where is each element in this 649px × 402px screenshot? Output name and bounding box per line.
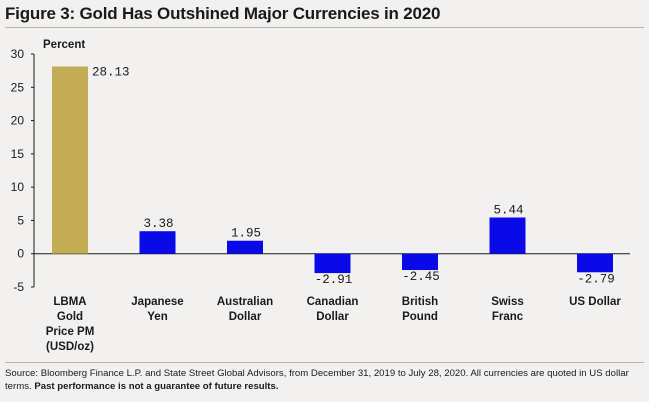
source-text: Source: Bloomberg Finance L.P. and State… [5,368,629,392]
category-label: Canadian [307,296,359,308]
category-label: Australian [217,296,273,308]
bar [314,253,351,274]
category-label: Swiss [491,296,524,308]
y-tick-label: 15 [11,147,25,161]
category-label: Yen [147,311,167,323]
y-tick-label: 25 [11,80,25,94]
chart-title: Figure 3: Gold Has Outshined Major Curre… [5,4,441,23]
y-tick-label: -5 [13,280,24,294]
category-label: Gold [57,311,83,323]
bar [577,253,613,273]
bar-chart: Percent 30 25 20 15 10 5 0 -5 28.13 LBMA Gold Price … [11,39,630,353]
data-label: 3.38 [143,217,173,231]
bar [402,253,438,271]
category-label: Pound [402,311,438,323]
category-label: LBMA [53,296,86,308]
bar [227,240,263,254]
bar [489,217,526,254]
bar [52,66,88,254]
data-label: 5.44 [493,203,523,217]
category-label: Japanese [131,296,183,308]
category-label: (USD/oz) [46,341,94,353]
source-note: Source: Bloomberg Finance L.P. and State… [5,367,645,393]
category-label: US Dollar [569,296,621,308]
y-tick-label: 10 [11,180,25,194]
y-tick-label: 20 [11,114,25,128]
source-divider [5,362,644,363]
category-label: Dollar [316,311,349,323]
data-label: -2.45 [402,270,440,284]
data-label: -2.91 [315,273,353,287]
data-label: 1.95 [231,227,261,241]
disclaimer-text: Past performance is not a guarantee of f… [34,381,279,392]
y-tick-label: 30 [11,47,25,61]
category-label: Dollar [229,311,262,323]
y-axis-label: Percent [43,39,85,51]
y-tick-label: 5 [17,213,24,227]
data-label: -2.79 [577,272,615,286]
y-tick-label: 0 [17,247,24,261]
category-label: Price PM [46,326,95,338]
category-label: Franc [492,311,524,323]
bar [139,231,176,254]
data-label: 28.13 [92,65,130,79]
title-divider [5,27,644,28]
category-label: British [402,296,438,308]
